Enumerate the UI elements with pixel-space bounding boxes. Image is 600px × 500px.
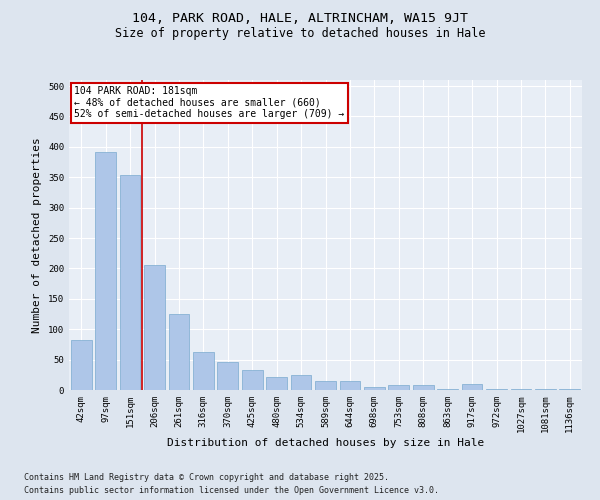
Bar	[71, 340, 92, 390]
Bar	[413, 385, 434, 390]
Bar	[340, 381, 361, 390]
Bar	[290, 375, 311, 390]
Bar	[193, 352, 214, 390]
Bar	[315, 381, 336, 390]
Bar	[144, 266, 165, 390]
Text: Contains public sector information licensed under the Open Government Licence v3: Contains public sector information licen…	[24, 486, 439, 495]
Bar	[217, 362, 238, 390]
Bar	[388, 385, 409, 390]
Text: 104, PARK ROAD, HALE, ALTRINCHAM, WA15 9JT: 104, PARK ROAD, HALE, ALTRINCHAM, WA15 9…	[132, 12, 468, 26]
Bar	[364, 387, 385, 390]
Bar	[119, 176, 140, 390]
Bar	[461, 384, 482, 390]
Text: Size of property relative to detached houses in Hale: Size of property relative to detached ho…	[115, 28, 485, 40]
X-axis label: Distribution of detached houses by size in Hale: Distribution of detached houses by size …	[167, 438, 484, 448]
Bar	[169, 314, 190, 390]
Bar	[242, 370, 263, 390]
Text: 104 PARK ROAD: 181sqm
← 48% of detached houses are smaller (660)
52% of semi-det: 104 PARK ROAD: 181sqm ← 48% of detached …	[74, 86, 344, 120]
Text: Contains HM Land Registry data © Crown copyright and database right 2025.: Contains HM Land Registry data © Crown c…	[24, 472, 389, 482]
Y-axis label: Number of detached properties: Number of detached properties	[32, 137, 43, 333]
Bar	[266, 376, 287, 390]
Bar	[95, 152, 116, 390]
